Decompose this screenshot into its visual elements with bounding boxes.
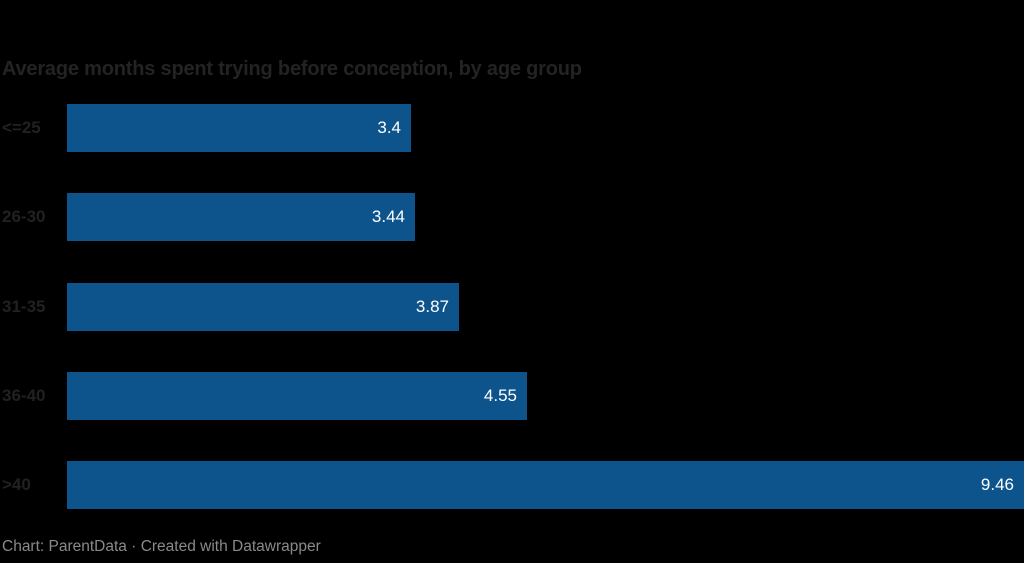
category-label: 31-35 <box>2 297 46 316</box>
chart-footer: Chart: ParentData · Created with Datawra… <box>2 538 321 556</box>
category-label: <=25 <box>2 118 41 137</box>
bar-row: 31-35 3.87 <box>0 283 1024 331</box>
bar-value-label: 3.44 <box>371 207 405 226</box>
category-label: 26-30 <box>2 207 46 226</box>
chart-title: Average months spent trying before conce… <box>2 58 582 80</box>
category-label: 36-40 <box>2 386 46 405</box>
bar: 3.4 <box>67 104 411 152</box>
bar: 9.46 <box>67 461 1024 509</box>
bar: 4.55 <box>67 372 527 420</box>
bar: 3.44 <box>67 193 415 241</box>
bar-row: >40 9.46 <box>0 461 1024 509</box>
bar-row: 36-40 4.55 <box>0 372 1024 420</box>
bar-value-label: 9.46 <box>980 475 1014 494</box>
bar-value-label: 4.55 <box>483 386 517 405</box>
bar: 3.87 <box>67 283 459 331</box>
bar-row: <=25 3.4 <box>0 104 1024 152</box>
bar-value-label: 3.4 <box>377 118 401 137</box>
bar-value-label: 3.87 <box>415 297 449 316</box>
footer-attribution-text: Chart: ParentData · Created with Datawra… <box>2 538 321 555</box>
category-label: >40 <box>2 475 31 494</box>
bar-row: 26-30 3.44 <box>0 193 1024 241</box>
